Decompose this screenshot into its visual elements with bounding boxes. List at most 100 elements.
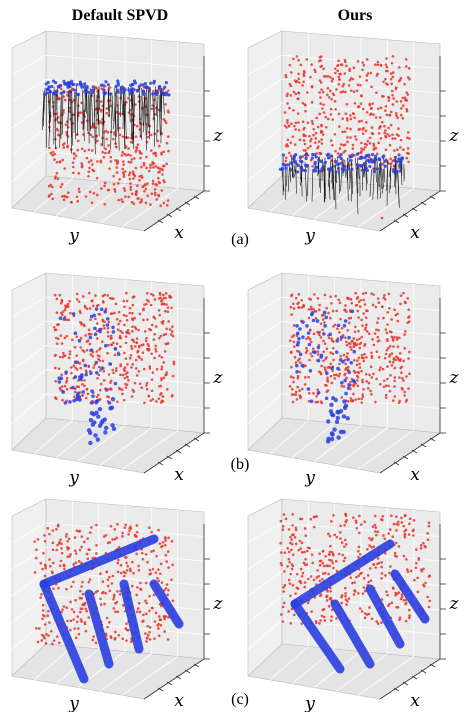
- red-point: [328, 96, 331, 99]
- red-point: [125, 562, 128, 565]
- red-point: [294, 128, 297, 131]
- blue-point: [74, 375, 78, 379]
- red-point: [380, 64, 383, 67]
- red-point: [165, 122, 168, 125]
- red-point: [61, 342, 64, 345]
- red-point: [358, 120, 361, 123]
- red-point: [394, 137, 397, 140]
- red-point: [386, 349, 389, 352]
- axis-label: z: [213, 368, 224, 388]
- red-point: [128, 312, 131, 315]
- red-point: [156, 577, 159, 580]
- red-point: [402, 148, 405, 151]
- red-point: [140, 152, 143, 155]
- blue-point: [114, 85, 117, 88]
- red-point: [307, 602, 310, 605]
- red-point: [146, 388, 149, 391]
- red-point: [399, 146, 402, 149]
- red-point: [330, 520, 333, 523]
- red-point: [394, 376, 397, 379]
- red-point: [394, 554, 397, 557]
- red-point: [408, 614, 411, 617]
- red-point: [368, 537, 371, 540]
- red-point: [385, 353, 388, 356]
- red-point: [310, 138, 313, 141]
- red-point: [311, 355, 314, 358]
- red-point: [100, 187, 103, 190]
- red-point: [399, 303, 402, 306]
- red-point: [40, 593, 43, 596]
- red-point: [319, 564, 322, 567]
- red-point: [160, 168, 163, 171]
- red-point: [52, 562, 55, 565]
- blue-point: [103, 310, 107, 314]
- red-point: [48, 621, 51, 624]
- red-point: [103, 379, 106, 382]
- blue-point: [83, 82, 86, 85]
- red-point: [124, 526, 127, 529]
- blue-point: [127, 88, 130, 91]
- red-point: [322, 359, 325, 362]
- red-point: [154, 348, 157, 351]
- red-point: [116, 171, 119, 174]
- red-point: [387, 293, 390, 296]
- red-point: [384, 129, 387, 132]
- red-point: [349, 128, 352, 131]
- blue-point: [330, 367, 334, 371]
- red-point: [163, 377, 166, 380]
- red-point: [360, 319, 363, 322]
- red-point: [150, 531, 153, 534]
- red-point: [290, 122, 293, 125]
- red-point: [91, 169, 94, 172]
- red-point: [395, 523, 398, 526]
- red-point: [341, 327, 344, 330]
- red-point: [294, 536, 297, 539]
- blue-point: [398, 164, 401, 167]
- red-point: [311, 562, 314, 565]
- red-point: [148, 631, 151, 634]
- red-point: [285, 518, 288, 521]
- red-point: [384, 574, 387, 577]
- red-point: [354, 102, 357, 105]
- blue-point: [336, 163, 339, 166]
- red-point: [283, 513, 286, 516]
- red-point: [154, 188, 157, 191]
- red-point: [392, 586, 395, 589]
- red-point: [297, 78, 300, 81]
- red-point: [345, 543, 348, 546]
- blue-point: [68, 400, 72, 404]
- red-point: [427, 538, 430, 541]
- red-point: [66, 144, 69, 147]
- blue-point: [314, 166, 317, 169]
- red-point: [351, 302, 354, 305]
- blue-point: [306, 164, 309, 167]
- red-point: [406, 297, 409, 300]
- red-point: [111, 297, 114, 300]
- red-point: [60, 312, 63, 315]
- blue-point: [309, 369, 313, 373]
- red-point: [391, 352, 394, 355]
- blue-point: [153, 80, 156, 83]
- red-point: [104, 152, 107, 155]
- red-point: [93, 192, 96, 195]
- red-point: [322, 318, 325, 321]
- red-point: [358, 546, 361, 549]
- red-point: [51, 643, 54, 646]
- red-point: [121, 201, 124, 204]
- red-point: [117, 199, 120, 202]
- red-point: [339, 355, 342, 358]
- red-point: [165, 554, 168, 557]
- red-point: [87, 175, 90, 178]
- red-point: [117, 328, 120, 331]
- red-point: [338, 331, 341, 334]
- red-point: [98, 355, 101, 358]
- red-point: [386, 338, 389, 341]
- red-point: [125, 315, 128, 318]
- blue-point: [312, 319, 316, 323]
- blue-point: [393, 159, 396, 162]
- blue-point: [94, 333, 98, 337]
- red-point: [163, 630, 166, 633]
- red-point: [315, 117, 318, 120]
- blue-point: [68, 85, 71, 88]
- red-point: [73, 99, 76, 102]
